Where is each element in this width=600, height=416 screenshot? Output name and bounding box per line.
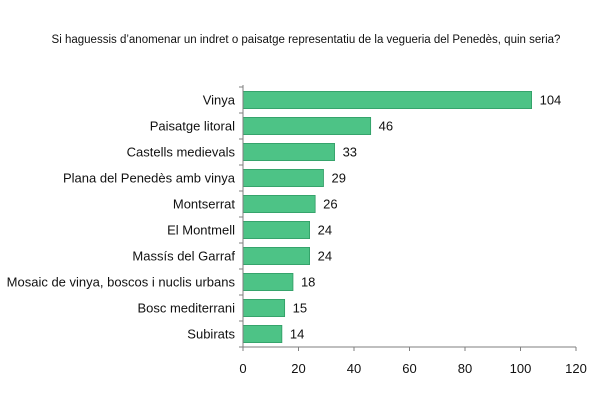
category-label-8: Bosc mediterrani [137, 301, 235, 316]
bar-3 [242, 169, 324, 187]
x-tick-label: 120 [565, 361, 587, 376]
category-label-4: Montserrat [173, 197, 236, 212]
category-label-0: Vinya [203, 93, 236, 108]
category-label-3: Plana del Penedès amb vinya [63, 171, 236, 186]
x-axis: 0 20 40 60 80 100 120 [239, 85, 587, 376]
x-tick-label: 60 [402, 361, 416, 376]
value-label-1: 46 [379, 119, 393, 134]
value-label-3: 29 [331, 171, 345, 186]
category-label-7: Mosaic de vinya, boscos i nuclis urbans [7, 275, 236, 290]
category-labels: Vinya Paisatge litoral Castells medievals P… [7, 93, 236, 342]
value-label-9: 14 [290, 327, 304, 342]
bar-4 [242, 195, 316, 213]
bar-6 [242, 247, 310, 265]
bar-9 [242, 325, 283, 343]
x-tick-label: 20 [291, 361, 305, 376]
category-label-1: Paisatge litoral [150, 119, 235, 134]
bar-1 [242, 117, 372, 135]
value-label-4: 26 [323, 197, 337, 212]
category-label-5: El Montmell [167, 223, 235, 238]
category-label-9: Subirats [187, 327, 235, 342]
x-tick-label: 40 [347, 361, 361, 376]
x-tick-label: 0 [239, 361, 246, 376]
bar-5 [242, 221, 310, 239]
category-label-2: Castells medievals [127, 145, 236, 160]
value-label-5: 24 [318, 223, 332, 238]
bar-7 [242, 273, 294, 291]
bar-0 [242, 91, 533, 109]
value-label-7: 18 [301, 275, 315, 290]
x-tick-label: 80 [458, 361, 472, 376]
chart-title: Si haguessis d’anomenar un indret o pais… [52, 34, 561, 46]
value-label-2: 33 [343, 145, 357, 160]
bar-2 [242, 143, 335, 161]
bar-8 [242, 299, 286, 317]
value-label-6: 24 [318, 249, 332, 264]
category-label-6: Massís del Garraf [132, 249, 235, 264]
value-label-8: 15 [293, 301, 307, 316]
value-label-0: 104 [540, 93, 562, 108]
x-tick-label: 100 [510, 361, 532, 376]
